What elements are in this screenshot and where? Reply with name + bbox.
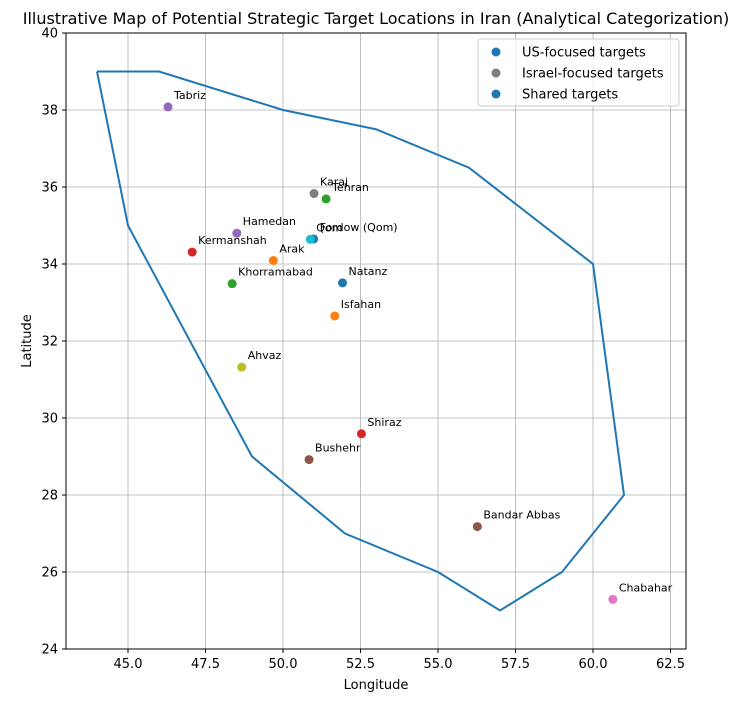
point-label: Chabahar xyxy=(619,581,673,594)
point-label: Natanz xyxy=(349,265,388,278)
y-tick-label: 32 xyxy=(41,335,58,350)
point-marker xyxy=(232,228,242,238)
point-marker xyxy=(237,362,247,372)
point-label: Qom xyxy=(316,221,342,234)
legend-box xyxy=(477,38,680,107)
point-label: Ahvaz xyxy=(248,349,282,362)
x-tick-label: 50.0 xyxy=(269,657,298,672)
point-marker xyxy=(356,429,366,439)
x-tick-label: 52.5 xyxy=(346,657,375,672)
point-marker xyxy=(163,102,173,112)
y-tick-label: 26 xyxy=(41,566,58,581)
y-tick-label: 34 xyxy=(41,258,58,273)
x-axis-ticks: 45.0 47.5 50.0 52.5 55.0 57.5 60.0 62.5 xyxy=(114,649,685,672)
y-tick-label: 24 xyxy=(41,643,58,658)
legend-marker xyxy=(491,89,501,99)
y-tick-label: 40 xyxy=(41,27,58,42)
point-marker xyxy=(305,234,315,244)
x-tick-label: 55.0 xyxy=(424,657,453,672)
point-marker xyxy=(472,522,482,532)
point-marker xyxy=(309,189,319,199)
point-marker xyxy=(268,256,278,266)
x-tick-label: 60.0 xyxy=(579,657,608,672)
x-tick-label: 47.5 xyxy=(191,657,220,672)
point-marker xyxy=(187,247,197,257)
point-marker xyxy=(330,311,340,321)
legend-marker xyxy=(491,47,501,57)
x-axis-label: Longitude xyxy=(344,678,409,693)
point-marker xyxy=(321,194,331,204)
point-label: Bandar Abbas xyxy=(483,509,560,522)
point-label: Kermanshah xyxy=(198,234,267,247)
legend-label: Israel-focused targets xyxy=(522,67,664,82)
point-label: Shiraz xyxy=(367,416,401,429)
y-tick-label: 28 xyxy=(41,489,58,504)
legend-label: US-focused targets xyxy=(522,46,646,61)
iran-boundary-line xyxy=(96,70,626,612)
x-tick-label: 45.0 xyxy=(114,657,143,672)
point-label: Khorramabad xyxy=(238,266,313,279)
point-label: Isfahan xyxy=(341,298,381,311)
point-label: Tehran xyxy=(331,181,369,194)
legend: US-focused targets Israel-focused targets… xyxy=(477,38,680,107)
legend-marker xyxy=(491,68,501,78)
point-label: Arak xyxy=(279,243,305,256)
y-axis-label: Latitude xyxy=(20,314,35,368)
y-tick-label: 38 xyxy=(41,104,58,119)
chart-title: Illustrative Map of Potential Strategic … xyxy=(23,9,730,28)
point-label: Bushehr xyxy=(315,442,361,455)
x-tick-label: 57.5 xyxy=(501,657,530,672)
point-label: Tabriz xyxy=(173,89,206,102)
point-marker xyxy=(608,594,618,604)
point-marker xyxy=(338,278,348,288)
y-axis-ticks: 24 26 28 30 32 34 36 38 40 xyxy=(41,27,66,658)
point-label: Hamedan xyxy=(243,215,296,228)
boundary-layer xyxy=(96,70,626,612)
point-label: Karaj xyxy=(320,176,348,189)
y-tick-label: 36 xyxy=(41,181,58,196)
point-marker xyxy=(304,455,314,465)
y-tick-label: 30 xyxy=(41,412,58,427)
point-label: Fordow (Qom) xyxy=(320,221,398,234)
legend-label: Shared targets xyxy=(522,88,618,103)
x-tick-label: 62.5 xyxy=(656,657,685,672)
grid xyxy=(66,32,686,650)
point-marker xyxy=(227,279,237,289)
